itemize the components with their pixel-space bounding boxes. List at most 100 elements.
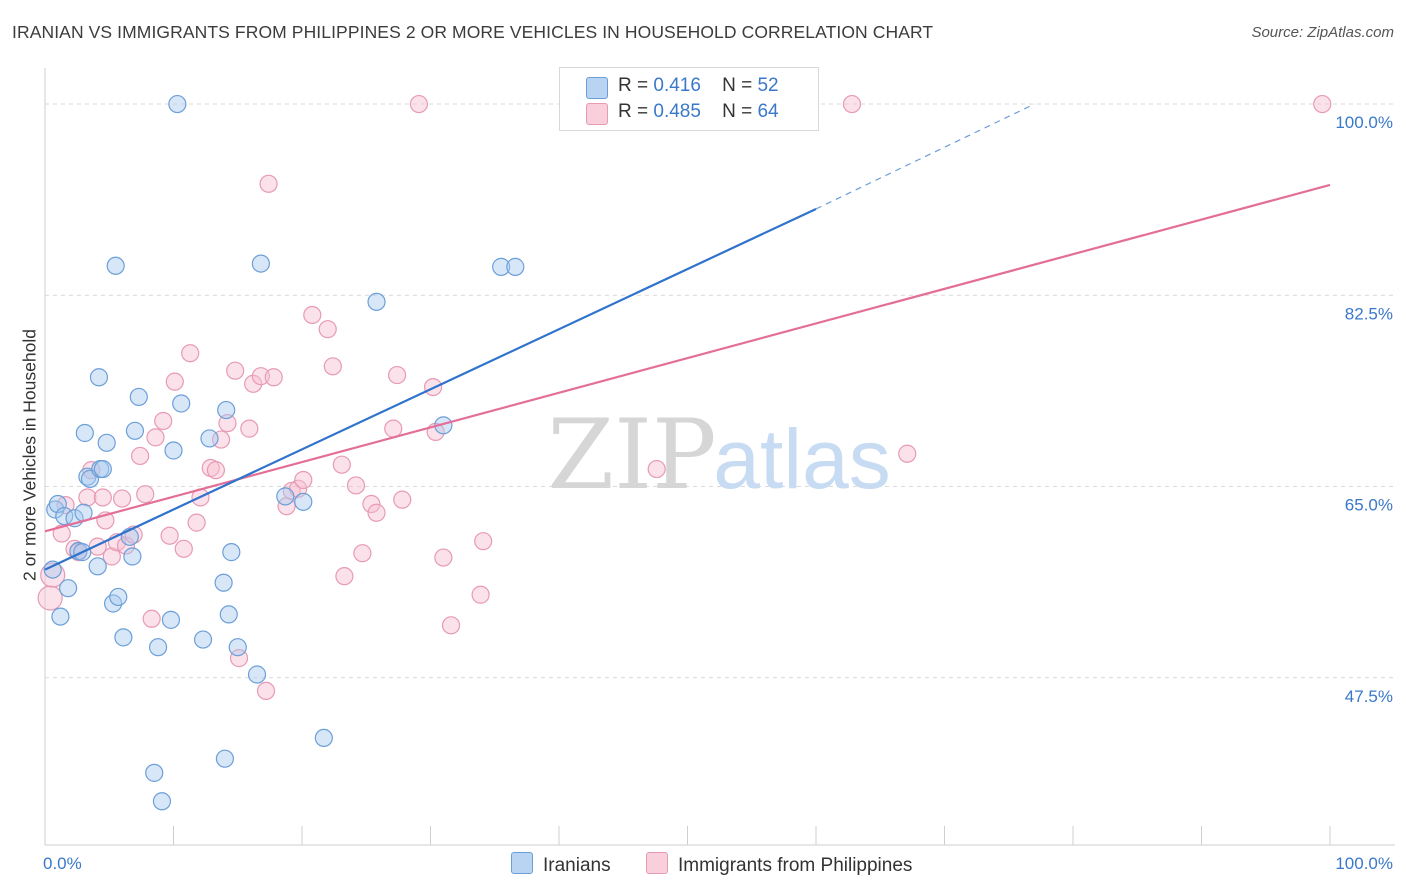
trend-line-iranians xyxy=(44,207,817,571)
point-philippines xyxy=(384,419,403,438)
legend-stats-philippines: R = 0.485 N = 64 xyxy=(618,101,779,123)
legend-n-label: N = xyxy=(722,101,753,122)
y-tick-labels: 47.5% 65.0% 82.5% 100.0% xyxy=(1335,113,1393,706)
point-iranians xyxy=(214,573,233,592)
point-philippines xyxy=(78,488,97,507)
y-axis-label: 2 or more Vehicles in Household xyxy=(19,329,40,581)
point-iranians xyxy=(200,429,219,448)
point-iranians xyxy=(43,560,62,579)
point-philippines xyxy=(335,567,354,586)
point-iranians xyxy=(164,441,183,460)
point-iranians xyxy=(217,400,236,420)
point-philippines xyxy=(142,609,161,628)
point-iranians xyxy=(145,763,164,782)
point-iranians xyxy=(75,423,94,443)
bottom-legend-iranians: Iranians xyxy=(511,852,611,877)
trend-line-iranians-extension xyxy=(815,103,1035,210)
x-tick-labels: 0.0% 100.0% xyxy=(43,854,1393,873)
point-iranians xyxy=(109,587,128,607)
point-iranians xyxy=(222,543,241,562)
correlation-legend: R = 0.416 N = 52 R = 0.485 N = 64 xyxy=(559,67,819,131)
point-philippines xyxy=(842,94,862,114)
point-philippines xyxy=(323,357,342,376)
trend-lines xyxy=(44,103,1331,571)
point-philippines xyxy=(474,532,493,551)
point-philippines xyxy=(240,419,259,438)
point-iranians xyxy=(88,557,107,576)
point-iranians xyxy=(228,638,247,657)
bottom-legend-swatch-philippines xyxy=(646,852,668,874)
point-philippines xyxy=(303,305,322,325)
point-philippines xyxy=(898,444,917,463)
point-iranians xyxy=(148,638,168,657)
bottom-legend-swatch-iranians xyxy=(511,852,533,874)
point-iranians xyxy=(152,792,172,811)
legend-r-value: 0.416 xyxy=(653,75,701,96)
point-philippines xyxy=(37,585,63,611)
point-philippines xyxy=(93,488,112,507)
point-iranians xyxy=(106,256,125,275)
point-philippines xyxy=(136,485,155,504)
legend-r-label: R = xyxy=(618,75,649,96)
point-iranians xyxy=(506,257,525,276)
point-iranians xyxy=(247,665,267,684)
point-iranians xyxy=(215,749,234,768)
point-philippines xyxy=(471,585,490,604)
point-philippines xyxy=(206,461,226,480)
bottom-legend-label-philippines: Immigrants from Philippines xyxy=(678,855,913,876)
point-iranians xyxy=(168,94,187,114)
point-iranians xyxy=(492,257,511,276)
legend-r-label: R = xyxy=(618,101,649,122)
point-philippines xyxy=(647,459,666,479)
point-philippines xyxy=(102,547,121,566)
point-iranians xyxy=(276,487,295,506)
point-iranians xyxy=(314,728,333,748)
point-iranians xyxy=(125,421,145,440)
watermark-zip: ZIP xyxy=(547,399,716,511)
point-philippines xyxy=(318,320,337,339)
point-philippines xyxy=(346,476,366,495)
point-philippines xyxy=(226,361,245,380)
bottom-legend-label-iranians: Iranians xyxy=(543,855,611,876)
point-philippines xyxy=(174,539,193,558)
axes xyxy=(44,68,1395,846)
point-philippines xyxy=(259,174,278,193)
x-tick-label: 100.0% xyxy=(1335,854,1393,873)
point-philippines xyxy=(434,548,453,567)
point-philippines xyxy=(112,489,132,508)
legend-r-value: 0.485 xyxy=(653,101,701,122)
point-iranians xyxy=(172,394,191,413)
point-philippines xyxy=(353,544,372,563)
point-philippines xyxy=(393,490,412,509)
y-tick-label: 47.5% xyxy=(1345,687,1393,706)
point-iranians xyxy=(97,433,116,452)
point-philippines xyxy=(165,372,184,391)
bottom-legend-philippines: Immigrants from Philippines xyxy=(646,852,912,877)
watermark-atlas: atlas xyxy=(713,412,890,506)
legend-n-value: 64 xyxy=(757,101,779,122)
point-iranians xyxy=(367,292,386,311)
point-philippines xyxy=(1313,94,1332,114)
point-philippines xyxy=(160,526,179,545)
point-iranians xyxy=(123,547,142,566)
legend-swatch-iranians xyxy=(586,77,608,99)
point-iranians xyxy=(59,579,78,598)
legend-swatch-philippines xyxy=(586,103,608,125)
chart-title: IRANIAN VS IMMIGRANTS FROM PHILIPPINES 2… xyxy=(12,22,934,42)
point-iranians xyxy=(93,459,112,479)
point-philippines xyxy=(146,428,165,447)
point-iranians xyxy=(193,630,213,649)
point-iranians xyxy=(251,254,270,273)
point-philippines xyxy=(362,494,381,514)
point-philippines xyxy=(441,616,461,635)
point-philippines xyxy=(251,367,270,386)
source-label: Source: ZipAtlas.com xyxy=(1251,24,1394,41)
point-philippines xyxy=(130,446,150,466)
point-iranians xyxy=(129,387,148,407)
point-philippines xyxy=(187,513,206,532)
point-philippines xyxy=(52,524,71,543)
point-iranians xyxy=(51,607,70,626)
point-philippines xyxy=(154,411,173,431)
point-iranians xyxy=(219,605,238,624)
point-philippines xyxy=(294,470,313,490)
